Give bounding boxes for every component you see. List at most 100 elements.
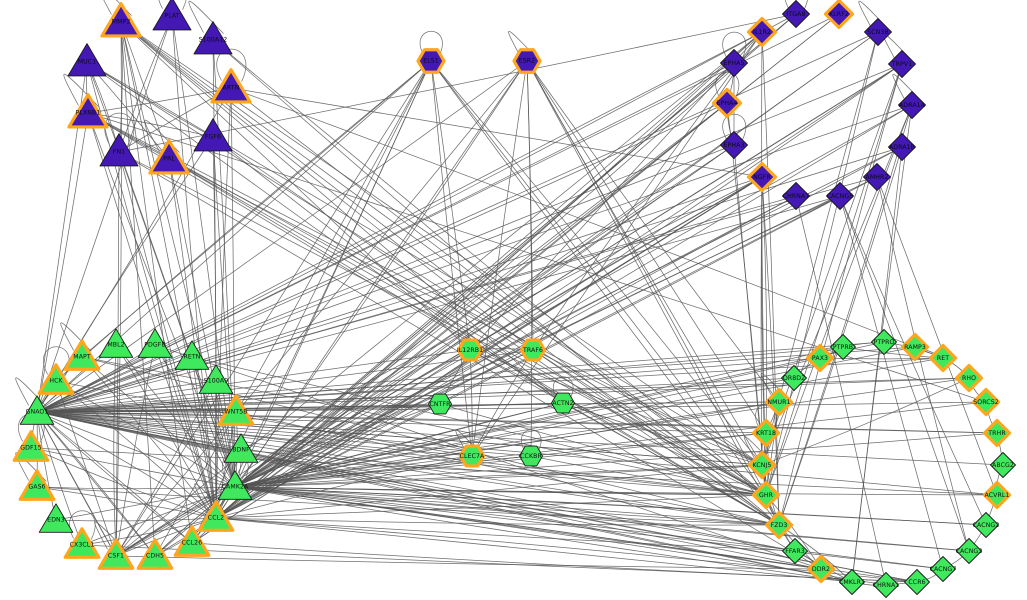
graph-edge bbox=[430, 60, 473, 457]
graph-edge bbox=[234, 486, 970, 552]
node-shape-triangle bbox=[223, 433, 259, 463]
graph-edge bbox=[36, 146, 903, 413]
graph-edge bbox=[87, 87, 232, 114]
graph-edge bbox=[215, 62, 735, 519]
graph-edge bbox=[87, 112, 217, 519]
node-shape-diamond bbox=[830, 334, 856, 360]
graph-edge bbox=[212, 136, 564, 404]
graph-node-cdh5[interactable]: CDH5 bbox=[134, 535, 176, 577]
self-loop-edge bbox=[508, 30, 536, 57]
graph-edge bbox=[761, 31, 780, 526]
graph-edge bbox=[36, 195, 841, 413]
graph-edge bbox=[191, 356, 236, 488]
node-shape-hexagon bbox=[458, 444, 486, 468]
graph-edge bbox=[761, 176, 780, 526]
node-shape-diamond bbox=[873, 572, 899, 598]
node-shape-diamond bbox=[904, 569, 930, 595]
graph-edge bbox=[471, 60, 528, 457]
graph-node-ccr6[interactable]: CCR6 bbox=[899, 564, 936, 600]
graph-node-cacng5[interactable]: CACNG5 bbox=[821, 177, 860, 216]
node-shape-diamond bbox=[720, 49, 748, 77]
node-shape-hexagon bbox=[456, 338, 484, 362]
graph-node-prl[interactable]: PRL bbox=[146, 136, 192, 182]
graph-edge bbox=[36, 377, 970, 413]
graph-edge bbox=[530, 455, 767, 496]
graph-node-gdf15[interactable]: GDF15 bbox=[10, 427, 52, 469]
graph-edge bbox=[215, 517, 796, 552]
graph-edge bbox=[118, 151, 236, 488]
graph-node-cntfr[interactable]: CNTFR bbox=[423, 387, 458, 422]
graph-node-wnt5b[interactable]: WNT5B bbox=[215, 391, 257, 433]
graph-edge bbox=[469, 349, 767, 496]
graph-edge bbox=[36, 411, 796, 552]
self-loop-edge bbox=[722, 31, 747, 59]
graph-node-chrna7[interactable]: CHRNA7 bbox=[777, 177, 816, 216]
node-shape-hexagon bbox=[512, 48, 542, 74]
graph-node-fn1[interactable]: FN1 bbox=[96, 129, 142, 175]
graph-node-cckbr[interactable]: CCKBR bbox=[514, 439, 549, 474]
graph-node-amhr2[interactable]: AMHR2 bbox=[858, 158, 897, 197]
node-shape-diamond bbox=[839, 569, 865, 595]
graph-node-esr2[interactable]: ESR2 bbox=[508, 42, 546, 80]
graph-node-epha4[interactable]: EPHA4 bbox=[708, 84, 747, 123]
graph-edge bbox=[215, 13, 797, 519]
node-shape-triangle bbox=[99, 133, 139, 167]
node-shape-diamond bbox=[888, 133, 916, 161]
graph-node-epha5[interactable]: EPHA5 bbox=[715, 44, 754, 83]
graph-node-trpv1[interactable]: TRPV1 bbox=[883, 45, 922, 84]
node-shape-diamond bbox=[711, 87, 743, 119]
graph-edge bbox=[765, 31, 879, 496]
self-loop-edge bbox=[15, 377, 47, 407]
graph-edge bbox=[30, 447, 236, 488]
graph-edge bbox=[234, 349, 471, 488]
graph-edge bbox=[154, 344, 822, 570]
graph-node-els1[interactable]: ELS1 bbox=[412, 42, 450, 80]
graph-edge bbox=[430, 60, 471, 351]
graph-edge bbox=[234, 432, 767, 488]
graph-node-plat[interactable]: PLAT bbox=[149, 0, 195, 39]
graph-edge bbox=[234, 195, 797, 488]
node-shape-diamond bbox=[782, 182, 810, 210]
graph-edge bbox=[30, 447, 217, 519]
self-loop-edge bbox=[216, 48, 247, 82]
graph-node-pdgfb[interactable]: PDGFB bbox=[134, 324, 176, 366]
graph-node-traf6[interactable]: TRAF6 bbox=[516, 333, 551, 368]
graph-edge bbox=[36, 411, 236, 488]
graph-edge bbox=[36, 411, 998, 434]
graph-edge bbox=[240, 176, 763, 451]
node-shape-diamond bbox=[898, 91, 926, 119]
graph-node-clec7a[interactable]: CLEC7A bbox=[455, 439, 490, 474]
graph-edge bbox=[839, 195, 970, 552]
graph-edge bbox=[36, 341, 885, 413]
graph-edge bbox=[471, 31, 763, 457]
graph-edge bbox=[765, 104, 913, 496]
node-shape-diamond bbox=[747, 450, 777, 480]
graph-node-itga8[interactable]: ITGA8 bbox=[777, 0, 816, 34]
graph-node-muc1[interactable]: MUC1 bbox=[64, 39, 110, 85]
graph-node-adra1a[interactable]: ADRA1A bbox=[893, 86, 932, 125]
graph-edge bbox=[154, 176, 763, 557]
graph-edge bbox=[81, 486, 236, 546]
graph-node-il12rb1[interactable]: IL12RB1 bbox=[453, 333, 488, 368]
graph-edge bbox=[118, 151, 217, 519]
graph-edge bbox=[851, 146, 903, 583]
graph-node-bdnf[interactable]: BDNF bbox=[220, 429, 262, 471]
graph-edge bbox=[191, 356, 767, 496]
graph-node-artn[interactable]: ARTN bbox=[208, 65, 254, 111]
node-shape-diamond bbox=[805, 343, 835, 373]
graph-edge bbox=[36, 63, 903, 413]
graph-edge bbox=[36, 195, 797, 413]
self-loop-edge bbox=[715, 71, 740, 99]
graph-edge bbox=[36, 176, 763, 413]
node-shape-diamond bbox=[956, 538, 982, 564]
graph-node-fgf6[interactable]: FGF6 bbox=[190, 114, 236, 160]
node-shape-triangle bbox=[193, 21, 233, 55]
graph-node-csf1[interactable]: CSF1 bbox=[95, 535, 137, 577]
graph-node-ccl26[interactable]: CCL26 bbox=[171, 522, 213, 564]
graph-node-s100a12[interactable]: S100A12 bbox=[190, 17, 236, 63]
graph-node-cmklr1[interactable]: CMKLR1 bbox=[834, 564, 871, 600]
graph-node-klrf2[interactable]: KLRF2 bbox=[820, 0, 859, 34]
node-shape-diamond bbox=[871, 329, 897, 355]
graph-node-actn2[interactable]: ACTN2 bbox=[546, 386, 581, 421]
